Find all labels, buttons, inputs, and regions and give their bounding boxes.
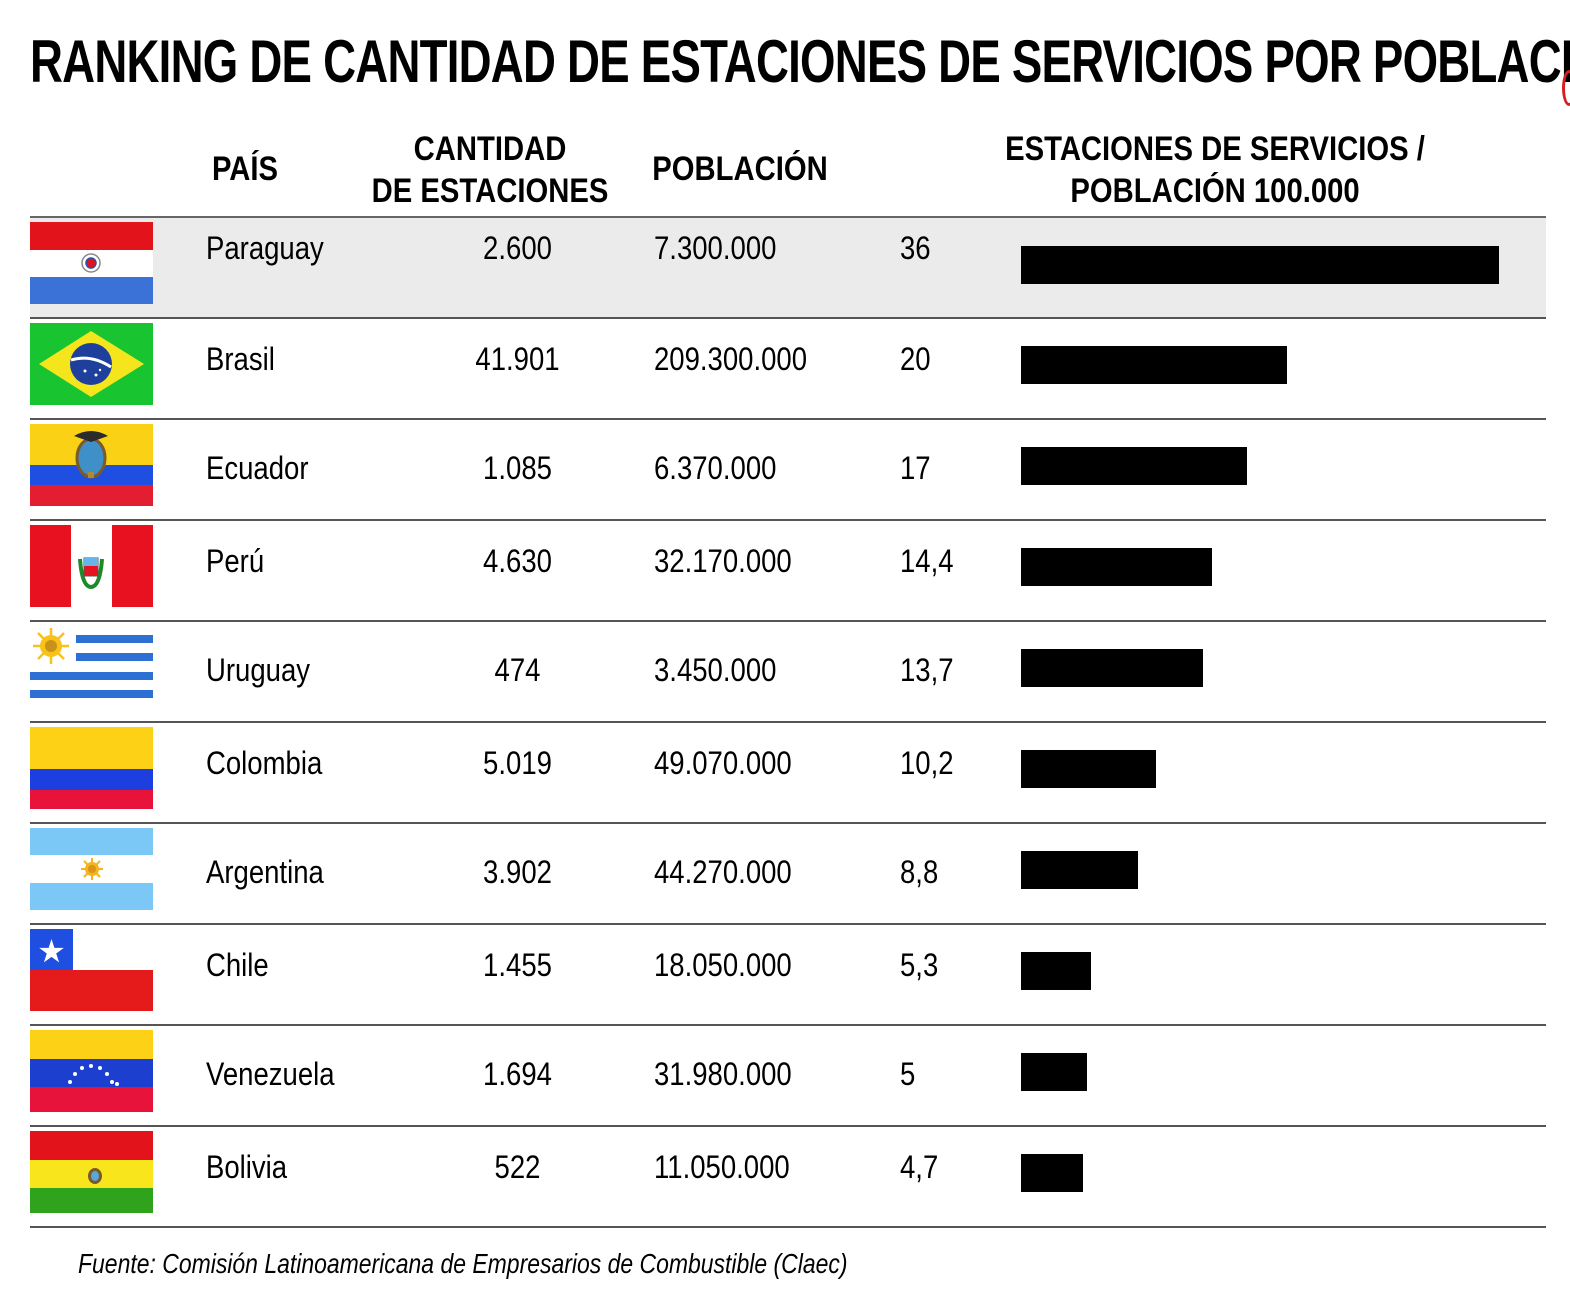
station-count: 41.901 xyxy=(475,341,560,377)
country-name: Venezuela xyxy=(206,1056,335,1092)
logo-edge-icon xyxy=(1562,70,1570,106)
source-note: Fuente: Comisión Latinoamericana de Empr… xyxy=(78,1248,848,1279)
table-row: Ecuador 1.085 6.370.000 17 xyxy=(30,420,1546,521)
station-count: 2.600 xyxy=(483,230,552,266)
table-row: Paraguay 2.600 7.300.000 36 xyxy=(30,218,1546,319)
population-value: 18.050.000 xyxy=(654,947,792,983)
table-row: Chile 1.455 18.050.000 5,3 xyxy=(30,925,1546,1026)
country-name: Uruguay xyxy=(206,652,311,688)
country-name: Ecuador xyxy=(206,450,309,486)
ratio-bar xyxy=(1021,851,1138,889)
header-poblacion: POBLACIÓN xyxy=(630,148,850,190)
table-row: Brasil 41.901 209.300.000 20 xyxy=(30,319,1546,420)
argentina-flag-icon xyxy=(30,828,153,910)
ratio-bar xyxy=(1021,952,1091,990)
ratio-bar xyxy=(1021,548,1212,586)
ratio-value-label: 8,8 xyxy=(900,854,939,890)
ratio-value-label: 20 xyxy=(900,341,931,377)
header-pais-label: PAÍS xyxy=(211,150,279,188)
country-name: Argentina xyxy=(206,854,324,890)
ratio-value-label: 14,4 xyxy=(900,543,954,579)
chile-flag-icon xyxy=(30,929,153,1011)
header-cantidad: CANTIDAD DE ESTACIONES xyxy=(350,128,630,212)
table-row: Uruguay 474 3.450.000 13,7 xyxy=(30,622,1546,723)
ratio-bar xyxy=(1021,1053,1087,1091)
ratio-value-label: 17 xyxy=(900,450,931,486)
header-poblacion-label: POBLACIÓN xyxy=(652,150,828,188)
ecuador-flag-icon xyxy=(30,424,153,506)
ratio-bar xyxy=(1021,649,1203,687)
ratio-bar xyxy=(1021,447,1247,485)
station-count: 474 xyxy=(494,652,541,688)
header-pais: PAÍS xyxy=(190,148,300,190)
table-row: Bolivia 522 11.050.000 4,7 xyxy=(30,1127,1546,1228)
ratio-bar xyxy=(1021,750,1156,788)
ratio-value-label: 4,7 xyxy=(900,1149,939,1185)
station-count: 5.019 xyxy=(483,745,552,781)
station-count: 522 xyxy=(494,1149,541,1185)
ratio-value-label: 36 xyxy=(900,230,931,266)
page-title: RANKING DE CANTIDAD DE ESTACIONES DE SER… xyxy=(30,28,1570,95)
ratio-value-label: 10,2 xyxy=(900,745,954,781)
header-ratio: ESTACIONES DE SERVICIOS / POBLACIÓN 100.… xyxy=(960,128,1470,212)
ratio-bar xyxy=(1021,1154,1083,1192)
header-cantidad-line1: CANTIDAD xyxy=(413,130,567,168)
ratio-bar xyxy=(1021,246,1499,284)
venezuela-flag-icon xyxy=(30,1030,153,1112)
country-name: Chile xyxy=(206,947,269,983)
station-count: 1.694 xyxy=(483,1056,552,1092)
station-count: 4.630 xyxy=(483,543,552,579)
population-value: 49.070.000 xyxy=(654,745,792,781)
population-value: 11.050.000 xyxy=(654,1149,790,1185)
brazil-flag-icon xyxy=(30,323,153,405)
station-count: 1.085 xyxy=(483,450,552,486)
ratio-value-label: 13,7 xyxy=(900,652,954,688)
country-name: Perú xyxy=(206,543,265,579)
population-value: 3.450.000 xyxy=(654,652,777,688)
station-count: 3.902 xyxy=(483,854,552,890)
colombia-flag-icon xyxy=(30,727,153,809)
station-count: 1.455 xyxy=(483,947,552,983)
population-value: 31.980.000 xyxy=(654,1056,792,1092)
peru-flag-icon xyxy=(30,525,153,607)
ratio-bar xyxy=(1021,346,1287,384)
ratio-value-label: 5,3 xyxy=(900,947,939,983)
header-cantidad-line2: DE ESTACIONES xyxy=(371,172,609,210)
table-top-divider xyxy=(30,216,1546,218)
population-value: 7.300.000 xyxy=(654,230,777,266)
table-row: Venezuela 1.694 31.980.000 5 xyxy=(30,1026,1546,1127)
country-name: Brasil xyxy=(206,341,275,377)
table-row: Colombia 5.019 49.070.000 10,2 xyxy=(30,723,1546,824)
population-value: 6.370.000 xyxy=(654,450,777,486)
header-ratio-line2: POBLACIÓN 100.000 xyxy=(1070,172,1360,210)
population-value: 44.270.000 xyxy=(654,854,792,890)
country-name: Paraguay xyxy=(206,230,324,266)
population-value: 209.300.000 xyxy=(654,341,808,377)
uruguay-flag-icon xyxy=(30,626,153,708)
header-ratio-line1: ESTACIONES DE SERVICIOS / xyxy=(1005,130,1425,168)
country-name: Bolivia xyxy=(206,1149,288,1185)
table-row: Argentina 3.902 44.270.000 8,8 xyxy=(30,824,1546,925)
table-row: Perú 4.630 32.170.000 14,4 xyxy=(30,521,1546,622)
bolivia-flag-icon xyxy=(30,1131,153,1213)
ratio-value-label: 5 xyxy=(900,1056,916,1092)
country-name: Colombia xyxy=(206,745,323,781)
population-value: 32.170.000 xyxy=(654,543,792,579)
paraguay-flag-icon xyxy=(30,222,153,304)
